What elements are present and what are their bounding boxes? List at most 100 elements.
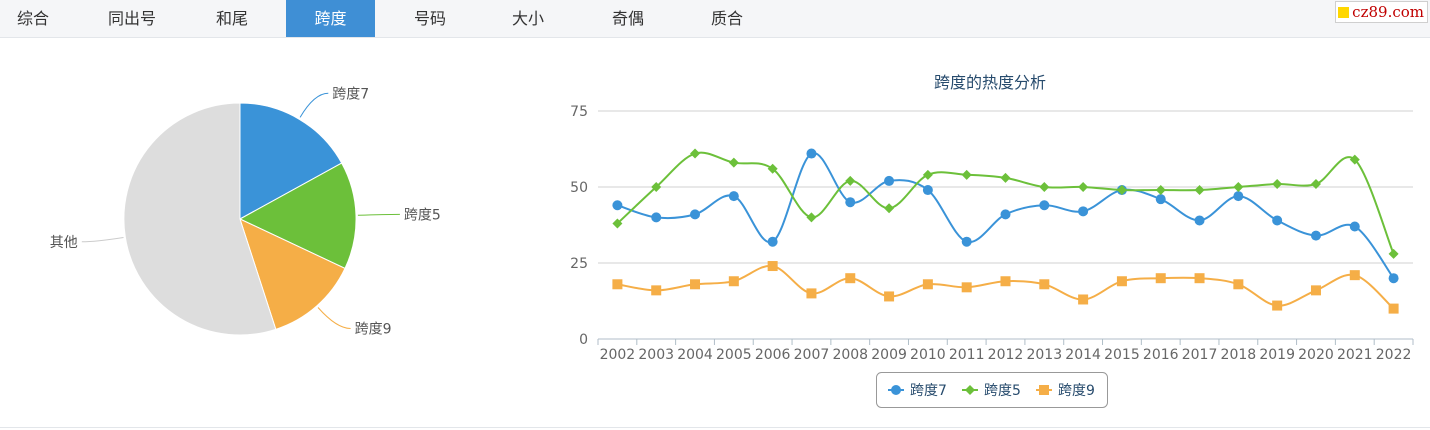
legend-label: 跨度9: [1058, 383, 1095, 399]
pie-slice: [238, 162, 357, 270]
data-point: [961, 282, 972, 293]
pie-connector: [357, 213, 400, 216]
logo-text: cz89.com: [1352, 3, 1424, 21]
pie-label: 其他: [50, 235, 78, 251]
data-point: [728, 191, 739, 202]
data-point: [767, 163, 778, 174]
series-line: [616, 151, 1395, 255]
chart-title: 跨度的热度分析: [934, 73, 1046, 92]
x-tick-label: 2009: [871, 347, 907, 363]
data-point: [845, 273, 856, 284]
data-point: [690, 279, 701, 290]
data-point: [806, 212, 817, 223]
tab-span[interactable]: 跨度: [286, 0, 375, 37]
tab-odd-even[interactable]: 奇偶: [611, 9, 644, 28]
data-point: [884, 203, 895, 214]
x-tick-label: 2003: [638, 347, 674, 363]
data-point: [922, 279, 933, 290]
chart-legend: 跨度7 跨度5 跨度9: [876, 372, 1108, 408]
data-point: [728, 276, 739, 287]
data-point: [845, 175, 856, 186]
logo-square-icon: [1338, 7, 1350, 18]
data-point: [1272, 178, 1283, 189]
x-tick-label: 2014: [1065, 347, 1101, 363]
data-point: [1349, 270, 1360, 281]
x-tick-label: 2005: [716, 347, 752, 363]
data-point: [728, 157, 739, 168]
data-point: [922, 185, 933, 196]
data-point: [1388, 248, 1399, 259]
tab-summary[interactable]: 综合: [16, 9, 49, 28]
legend-marker: [965, 385, 975, 395]
data-point: [961, 236, 972, 247]
data-point: [612, 279, 623, 290]
data-point: [1233, 182, 1244, 192]
x-tick-label: 2020: [1298, 347, 1334, 363]
x-tick-label: 2002: [600, 347, 636, 363]
data-point: [1000, 209, 1011, 220]
y-tick-label: 25: [570, 256, 588, 272]
data-point: [651, 212, 662, 223]
data-point: [1078, 294, 1089, 305]
series-circle: [612, 148, 1399, 284]
data-point: [1155, 273, 1166, 284]
data-point: [884, 291, 895, 302]
data-point: [1388, 303, 1399, 314]
data-point: [1310, 230, 1321, 241]
x-tick-label: 2015: [1104, 347, 1140, 363]
data-point: [1233, 279, 1244, 290]
x-tick-label: 2017: [1182, 347, 1218, 363]
legend-marker: [891, 385, 901, 395]
data-point: [767, 236, 778, 247]
legend-box: [876, 372, 1108, 408]
pie-label: 跨度7: [332, 86, 369, 102]
pie-connector: [299, 92, 329, 118]
pie-connector: [317, 307, 351, 329]
x-tick-label: 2019: [1259, 347, 1295, 363]
x-tick-label: 2007: [794, 347, 830, 363]
data-point: [1155, 185, 1166, 196]
data-point: [1000, 276, 1011, 287]
x-tick-label: 2021: [1337, 347, 1373, 363]
data-point: [1388, 273, 1399, 284]
data-point: [845, 197, 856, 208]
data-point: [1349, 154, 1360, 165]
pie-slice: [123, 102, 277, 336]
tab-prime-composite[interactable]: 质合: [710, 9, 743, 28]
data-point: [1078, 182, 1089, 192]
x-tick-label: 2022: [1376, 347, 1412, 363]
tab-numbers[interactable]: 号码: [413, 9, 446, 28]
legend-label: 跨度5: [984, 383, 1021, 399]
tab-same-number[interactable]: 同出号: [107, 9, 156, 28]
tab-big-small[interactable]: 大小: [511, 9, 544, 28]
data-point: [690, 148, 701, 159]
bottom-divider: [0, 427, 1430, 428]
data-point: [1349, 221, 1360, 232]
data-point: [1000, 172, 1011, 183]
data-point: [1039, 200, 1050, 211]
data-point: [1039, 182, 1050, 192]
tab-sum-tail[interactable]: 和尾: [215, 9, 248, 28]
pie-connector: [81, 237, 124, 243]
pie-slice: [239, 218, 346, 330]
data-point: [1272, 215, 1283, 226]
data-point: [612, 200, 623, 211]
legend-label: 跨度7: [910, 383, 947, 399]
x-tick-label: 2016: [1143, 347, 1179, 363]
legend-marker: [1039, 385, 1049, 395]
data-point: [1039, 279, 1050, 290]
data-point: [961, 169, 972, 180]
x-tick-label: 2011: [949, 347, 985, 363]
data-point: [1233, 191, 1244, 202]
x-tick-label: 2004: [677, 347, 713, 363]
data-point: [806, 148, 817, 159]
data-point: [1116, 276, 1127, 287]
data-point: [1155, 194, 1166, 205]
data-point: [1194, 273, 1205, 284]
y-tick-label: 0: [579, 332, 588, 348]
site-logo[interactable]: cz89.com: [1335, 1, 1428, 23]
data-point: [767, 261, 778, 272]
tab-bar: 综合 同出号 和尾 跨度 号码 大小 奇偶 质合 cz89.com: [0, 0, 1430, 38]
data-point: [1272, 300, 1283, 311]
data-point: [1194, 215, 1205, 226]
